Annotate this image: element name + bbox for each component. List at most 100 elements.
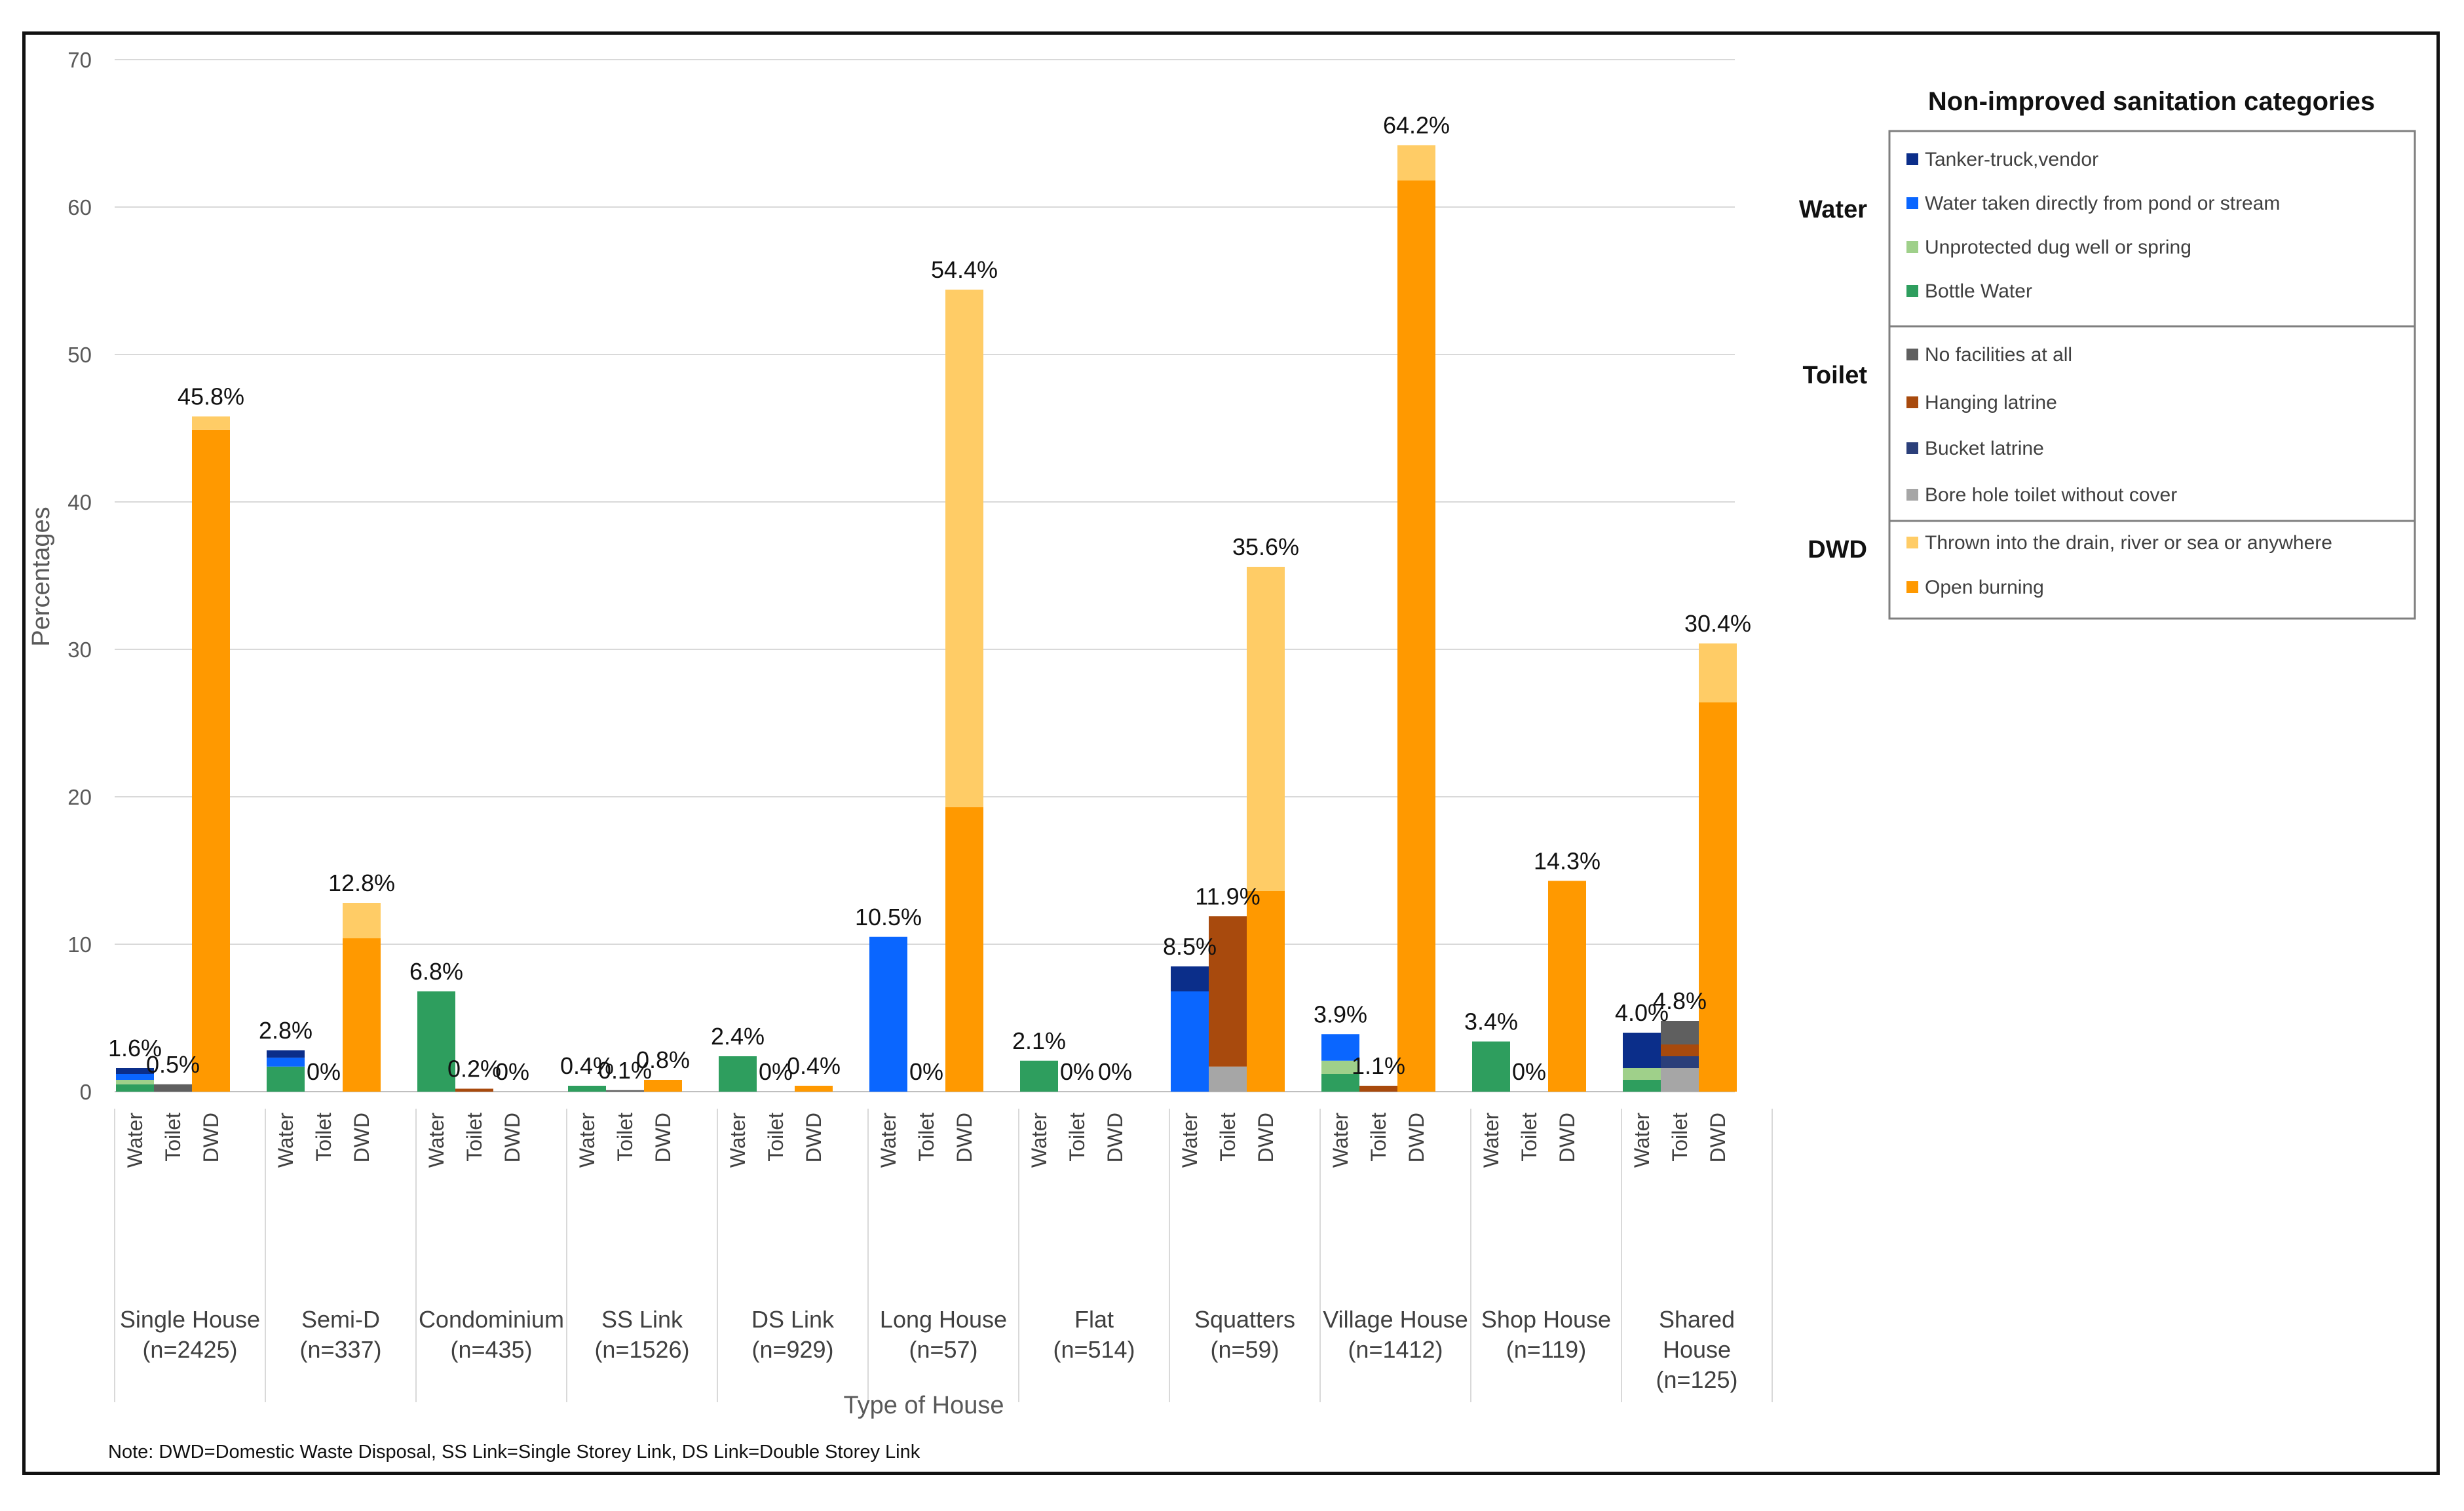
x-sub-label-toilet: Toilet <box>1216 1113 1240 1162</box>
x-group-count: (n=435) <box>450 1336 532 1363</box>
x-group-count: (n=57) <box>909 1336 977 1363</box>
data-label-shared-house-toilet: 4.8% <box>1653 987 1707 1014</box>
data-label-ds-link-toilet: 0% <box>759 1058 793 1085</box>
x-group-label: Flat <box>1074 1306 1114 1333</box>
legend-swatch-open-burning <box>1906 581 1918 593</box>
bar-single-house-water-bottle-water <box>116 1084 154 1092</box>
legend-swatch-no-facilities-at-all <box>1906 349 1918 360</box>
x-sub-label-toilet: Toilet <box>161 1113 185 1162</box>
y-tick-label: 40 <box>67 490 92 514</box>
x-group-count: (n=1526) <box>594 1336 689 1363</box>
x-sub-label-water: Water <box>1329 1113 1352 1168</box>
data-label-flat-water: 2.1% <box>1012 1027 1066 1054</box>
bar-single-house-dwd-open-burning <box>192 429 230 1092</box>
legend-item-unprotected-dug-well-or-spring: Unprotected dug well or spring <box>1925 237 2191 258</box>
y-tick-label: 30 <box>67 638 92 662</box>
legend-item-water-taken-directly-from-pond-or-stream: Water taken directly from pond or stream <box>1925 193 2280 214</box>
bars <box>116 145 1737 1092</box>
data-label-single-house-dwd: 45.8% <box>178 383 244 410</box>
data-label-long-house-toilet: 0% <box>909 1058 943 1085</box>
bar-shared-house-water-tanker-truck-vendor <box>1623 1033 1661 1068</box>
bar-semi-d-water-tanker-truck-vendor <box>267 1050 305 1058</box>
x-sub-label-water: Water <box>1178 1113 1202 1168</box>
bar-single-house-water-tanker-truck-vendor <box>116 1068 154 1074</box>
x-sub-label-dwd: DWD <box>1555 1113 1579 1162</box>
data-label-squatters-toilet: 11.9% <box>1195 883 1260 909</box>
bar-shared-house-water-unprotected-dug-well-or-spring <box>1623 1068 1661 1080</box>
bar-shop-house-water-bottle-water <box>1472 1041 1510 1092</box>
legend-swatch-water-taken-directly-from-pond-or-stream <box>1906 197 1918 209</box>
legend-swatch-bucket-latrine <box>1906 442 1918 454</box>
legend-section-water: Water <box>1799 196 1867 223</box>
x-group-label: Shop House <box>1481 1306 1611 1333</box>
x-group-label: House <box>1663 1336 1731 1363</box>
legend-title: Non-improved sanitation categories <box>1928 87 2375 116</box>
y-axis-title: Percentages <box>28 507 55 646</box>
legend-section-toilet: Toilet <box>1802 362 1867 389</box>
bar-ss-link-water-bottle-water <box>568 1086 606 1092</box>
x-sub-label-dwd: DWD <box>1405 1113 1428 1162</box>
bar-ss-link-dwd-open-burning <box>644 1080 682 1092</box>
bar-shared-house-water-bottle-water <box>1623 1080 1661 1092</box>
labels: 1.6% Water 0.5% Toilet 45.8% DWD Single House (… <box>108 112 1751 1394</box>
bar-long-house-dwd-open-burning <box>945 807 983 1092</box>
data-label-single-house-water: 1.6% <box>108 1035 162 1062</box>
legend-swatch-unprotected-dug-well-or-spring <box>1906 241 1918 253</box>
x-sub-label-dwd: DWD <box>953 1113 976 1162</box>
x-sub-label-water: Water <box>1479 1113 1503 1168</box>
bar-ds-link-water-bottle-water <box>719 1056 757 1092</box>
data-label-ss-link-toilet: 0.1% <box>598 1057 652 1084</box>
legend-swatch-tanker-truck-vendor <box>1906 153 1918 165</box>
bar-squatters-dwd-open-burning <box>1247 891 1285 1092</box>
data-label-condominium-dwd: 0% <box>495 1058 529 1085</box>
x-group-label: SS Link <box>601 1306 683 1333</box>
y-tick-label: 10 <box>67 932 92 957</box>
gridlines: 0 10 20 30 40 50 60 70 <box>67 48 1773 1402</box>
legend-section-dwd: DWD <box>1808 536 1867 564</box>
legend-item-tanker-truck-vendor: Tanker-truck,vendor <box>1925 149 2098 170</box>
x-sub-label-toilet: Toilet <box>1668 1113 1692 1162</box>
legend: Non-improved sanitation categories Water T… <box>1799 87 2416 620</box>
x-sub-label-toilet: Toilet <box>312 1113 335 1162</box>
x-group-count: (n=2425) <box>142 1336 237 1363</box>
legend-swatch-thrown-into-the-drain-river-or-sea-or-anywhere <box>1906 537 1918 548</box>
x-sub-label-water: Water <box>274 1113 297 1168</box>
bar-village-house-toilet-hanging-latrine <box>1359 1086 1397 1092</box>
x-group-label: Semi-D <box>301 1306 380 1333</box>
bar-village-house-dwd-open-burning <box>1397 180 1435 1092</box>
data-label-ss-link-dwd: 0.8% <box>636 1046 690 1073</box>
bar-village-house-water-water-taken-directly-from-pond-or-stream <box>1321 1034 1359 1061</box>
x-sub-label-toilet: Toilet <box>1065 1113 1089 1162</box>
y-tick-label: 60 <box>67 195 92 220</box>
x-sub-label-water: Water <box>1027 1113 1051 1168</box>
x-sub-label-dwd: DWD <box>501 1113 524 1162</box>
x-group-count: (n=59) <box>1210 1336 1279 1363</box>
legend-item-no-facilities-at-all: No facilities at all <box>1925 344 2072 366</box>
x-group-label: Single House <box>120 1306 260 1333</box>
x-group-count: (n=929) <box>751 1336 833 1363</box>
data-label-condominium-water: 6.8% <box>409 958 463 985</box>
x-group-label: Condominium <box>419 1306 564 1333</box>
bar-squatters-toilet-hanging-latrine <box>1209 916 1247 1067</box>
bar-village-house-dwd-thrown-into-the-drain-river-or-sea-or-anywhere <box>1397 145 1435 181</box>
x-group-count: (n=337) <box>299 1336 381 1363</box>
data-label-flat-toilet: 0% <box>1060 1058 1094 1085</box>
x-group-label: Shared <box>1659 1306 1735 1333</box>
x-sub-label-dwd: DWD <box>199 1113 223 1162</box>
x-sub-label-dwd: DWD <box>802 1113 825 1162</box>
x-group-count: (n=1412) <box>1348 1336 1443 1363</box>
data-label-semi-d-dwd: 12.8% <box>328 870 395 896</box>
x-sub-label-dwd: DWD <box>1103 1113 1127 1162</box>
bar-shared-house-toilet-hanging-latrine <box>1661 1044 1699 1056</box>
data-label-squatters-dwd: 35.6% <box>1232 533 1299 560</box>
bar-semi-d-dwd-thrown-into-the-drain-river-or-sea-or-anywhere <box>343 903 381 938</box>
legend-swatch-bore-hole-toilet-without-cover <box>1906 489 1918 501</box>
x-sub-label-dwd: DWD <box>1706 1113 1730 1162</box>
data-label-flat-dwd: 0% <box>1098 1058 1132 1085</box>
x-sub-label-water: Water <box>123 1113 147 1168</box>
legend-item-bore-hole-toilet-without-cover: Bore hole toilet without cover <box>1925 484 2177 506</box>
x-sub-label-toilet: Toilet <box>764 1113 787 1162</box>
bar-shop-house-dwd-open-burning <box>1548 881 1586 1092</box>
bar-squatters-water-tanker-truck-vendor <box>1171 966 1209 991</box>
legend-item-thrown-into-the-drain-river-or-sea-or-anywhere: Thrown into the drain, river or sea or a… <box>1925 532 2332 554</box>
